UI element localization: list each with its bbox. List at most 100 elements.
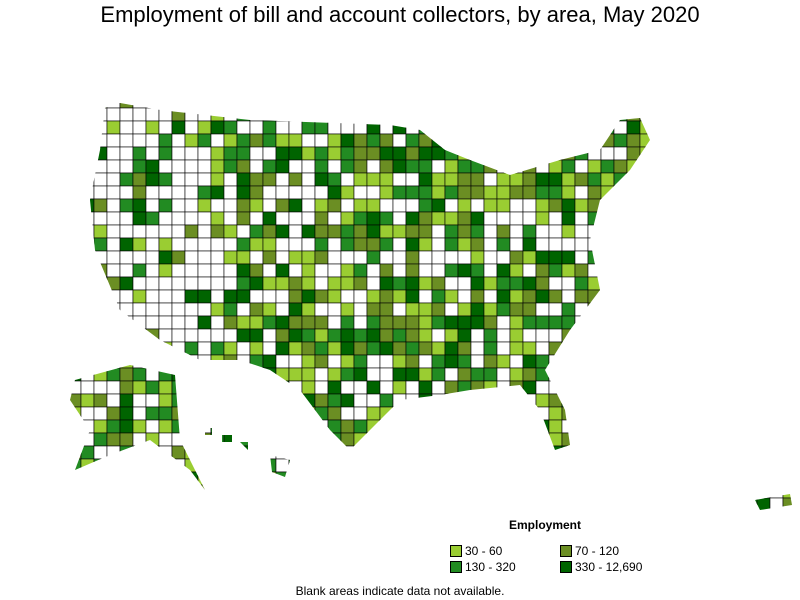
- map-area: [379, 302, 394, 317]
- map-area: [548, 159, 563, 174]
- map-area: [314, 250, 329, 265]
- map-area: [106, 237, 121, 252]
- map-area: [626, 419, 641, 434]
- map-area: [70, 354, 82, 369]
- map-area: [262, 354, 277, 369]
- map-area: [509, 224, 524, 239]
- map-area: [80, 367, 95, 382]
- map-area: [353, 419, 368, 434]
- map-area: [652, 107, 667, 122]
- map-area: [353, 432, 368, 447]
- map-area: [55, 290, 68, 303]
- map-area: [730, 380, 745, 395]
- map-area: [392, 393, 407, 408]
- map-area: [236, 198, 251, 213]
- map-area: [587, 367, 602, 382]
- map-area: [55, 108, 68, 121]
- map-area: [743, 250, 758, 265]
- map-area: [704, 380, 719, 395]
- map-area: [652, 315, 667, 330]
- map-area: [496, 484, 511, 499]
- map-area: [70, 224, 82, 239]
- map-area: [70, 302, 82, 317]
- map-area: [405, 458, 420, 473]
- map-area: [431, 159, 446, 174]
- map-area: [275, 354, 290, 369]
- map-area: [405, 302, 420, 317]
- map-area: [496, 146, 511, 161]
- map-area: [717, 471, 732, 486]
- map-area: [587, 315, 602, 330]
- map-area: [600, 263, 615, 278]
- map-area: [70, 484, 82, 499]
- map-area: [106, 211, 121, 226]
- map-area: [470, 172, 485, 187]
- map-area: [639, 445, 654, 460]
- map-area: [392, 380, 407, 395]
- map-area: [717, 432, 732, 447]
- map-area: [70, 250, 82, 265]
- map-area: [301, 302, 316, 317]
- map-area: [158, 107, 173, 122]
- map-area: [483, 250, 498, 265]
- map-area: [249, 120, 264, 135]
- map-area: [730, 159, 745, 174]
- map-area: [366, 432, 381, 447]
- map-area: [80, 315, 95, 330]
- map-area: [223, 458, 238, 473]
- map-area: [197, 445, 212, 460]
- map-area: [730, 103, 745, 109]
- map-area: [796, 381, 800, 394]
- map-area: [93, 107, 108, 122]
- map-area: [535, 497, 550, 510]
- map-area: [80, 484, 95, 499]
- map-area: [119, 263, 134, 278]
- map-area: [132, 172, 147, 187]
- map-area: [418, 263, 433, 278]
- map-area: [392, 224, 407, 239]
- map-area: [301, 497, 316, 510]
- map-area: [158, 159, 173, 174]
- map-area: [730, 354, 745, 369]
- map-area: [548, 185, 563, 200]
- map-area: [574, 211, 589, 226]
- legend-label: 130 - 320: [465, 560, 516, 574]
- map-area: [730, 172, 745, 187]
- map-area: [184, 315, 199, 330]
- map-area: [639, 224, 654, 239]
- map-area: [249, 315, 264, 330]
- map-area: [379, 393, 394, 408]
- map-area: [132, 276, 147, 291]
- map-area: [236, 103, 251, 109]
- map-area: [561, 198, 576, 213]
- map-area: [730, 185, 745, 200]
- map-area: [262, 159, 277, 174]
- map-area: [340, 120, 355, 135]
- map-area: [691, 393, 706, 408]
- map-area: [132, 445, 147, 460]
- map-area: [509, 354, 524, 369]
- map-area: [184, 406, 199, 421]
- map-area: [704, 237, 719, 252]
- map-area: [756, 341, 771, 356]
- map-area: [600, 302, 615, 317]
- map-area: [197, 354, 212, 369]
- map-area: [535, 185, 550, 200]
- map-area: [444, 328, 459, 343]
- map-area: [275, 315, 290, 330]
- map-area: [353, 471, 368, 486]
- map-area: [340, 302, 355, 317]
- map-area: [379, 315, 394, 330]
- map-area: [483, 406, 498, 421]
- map-area: [796, 368, 800, 381]
- map-area: [509, 276, 524, 291]
- map-area: [223, 393, 238, 408]
- map-area: [288, 328, 303, 343]
- map-area: [119, 159, 134, 174]
- map-area: [275, 120, 290, 135]
- map-area: [743, 159, 758, 174]
- map-area: [444, 419, 459, 434]
- map-area: [574, 289, 589, 304]
- map-area: [301, 159, 316, 174]
- map-area: [171, 367, 186, 382]
